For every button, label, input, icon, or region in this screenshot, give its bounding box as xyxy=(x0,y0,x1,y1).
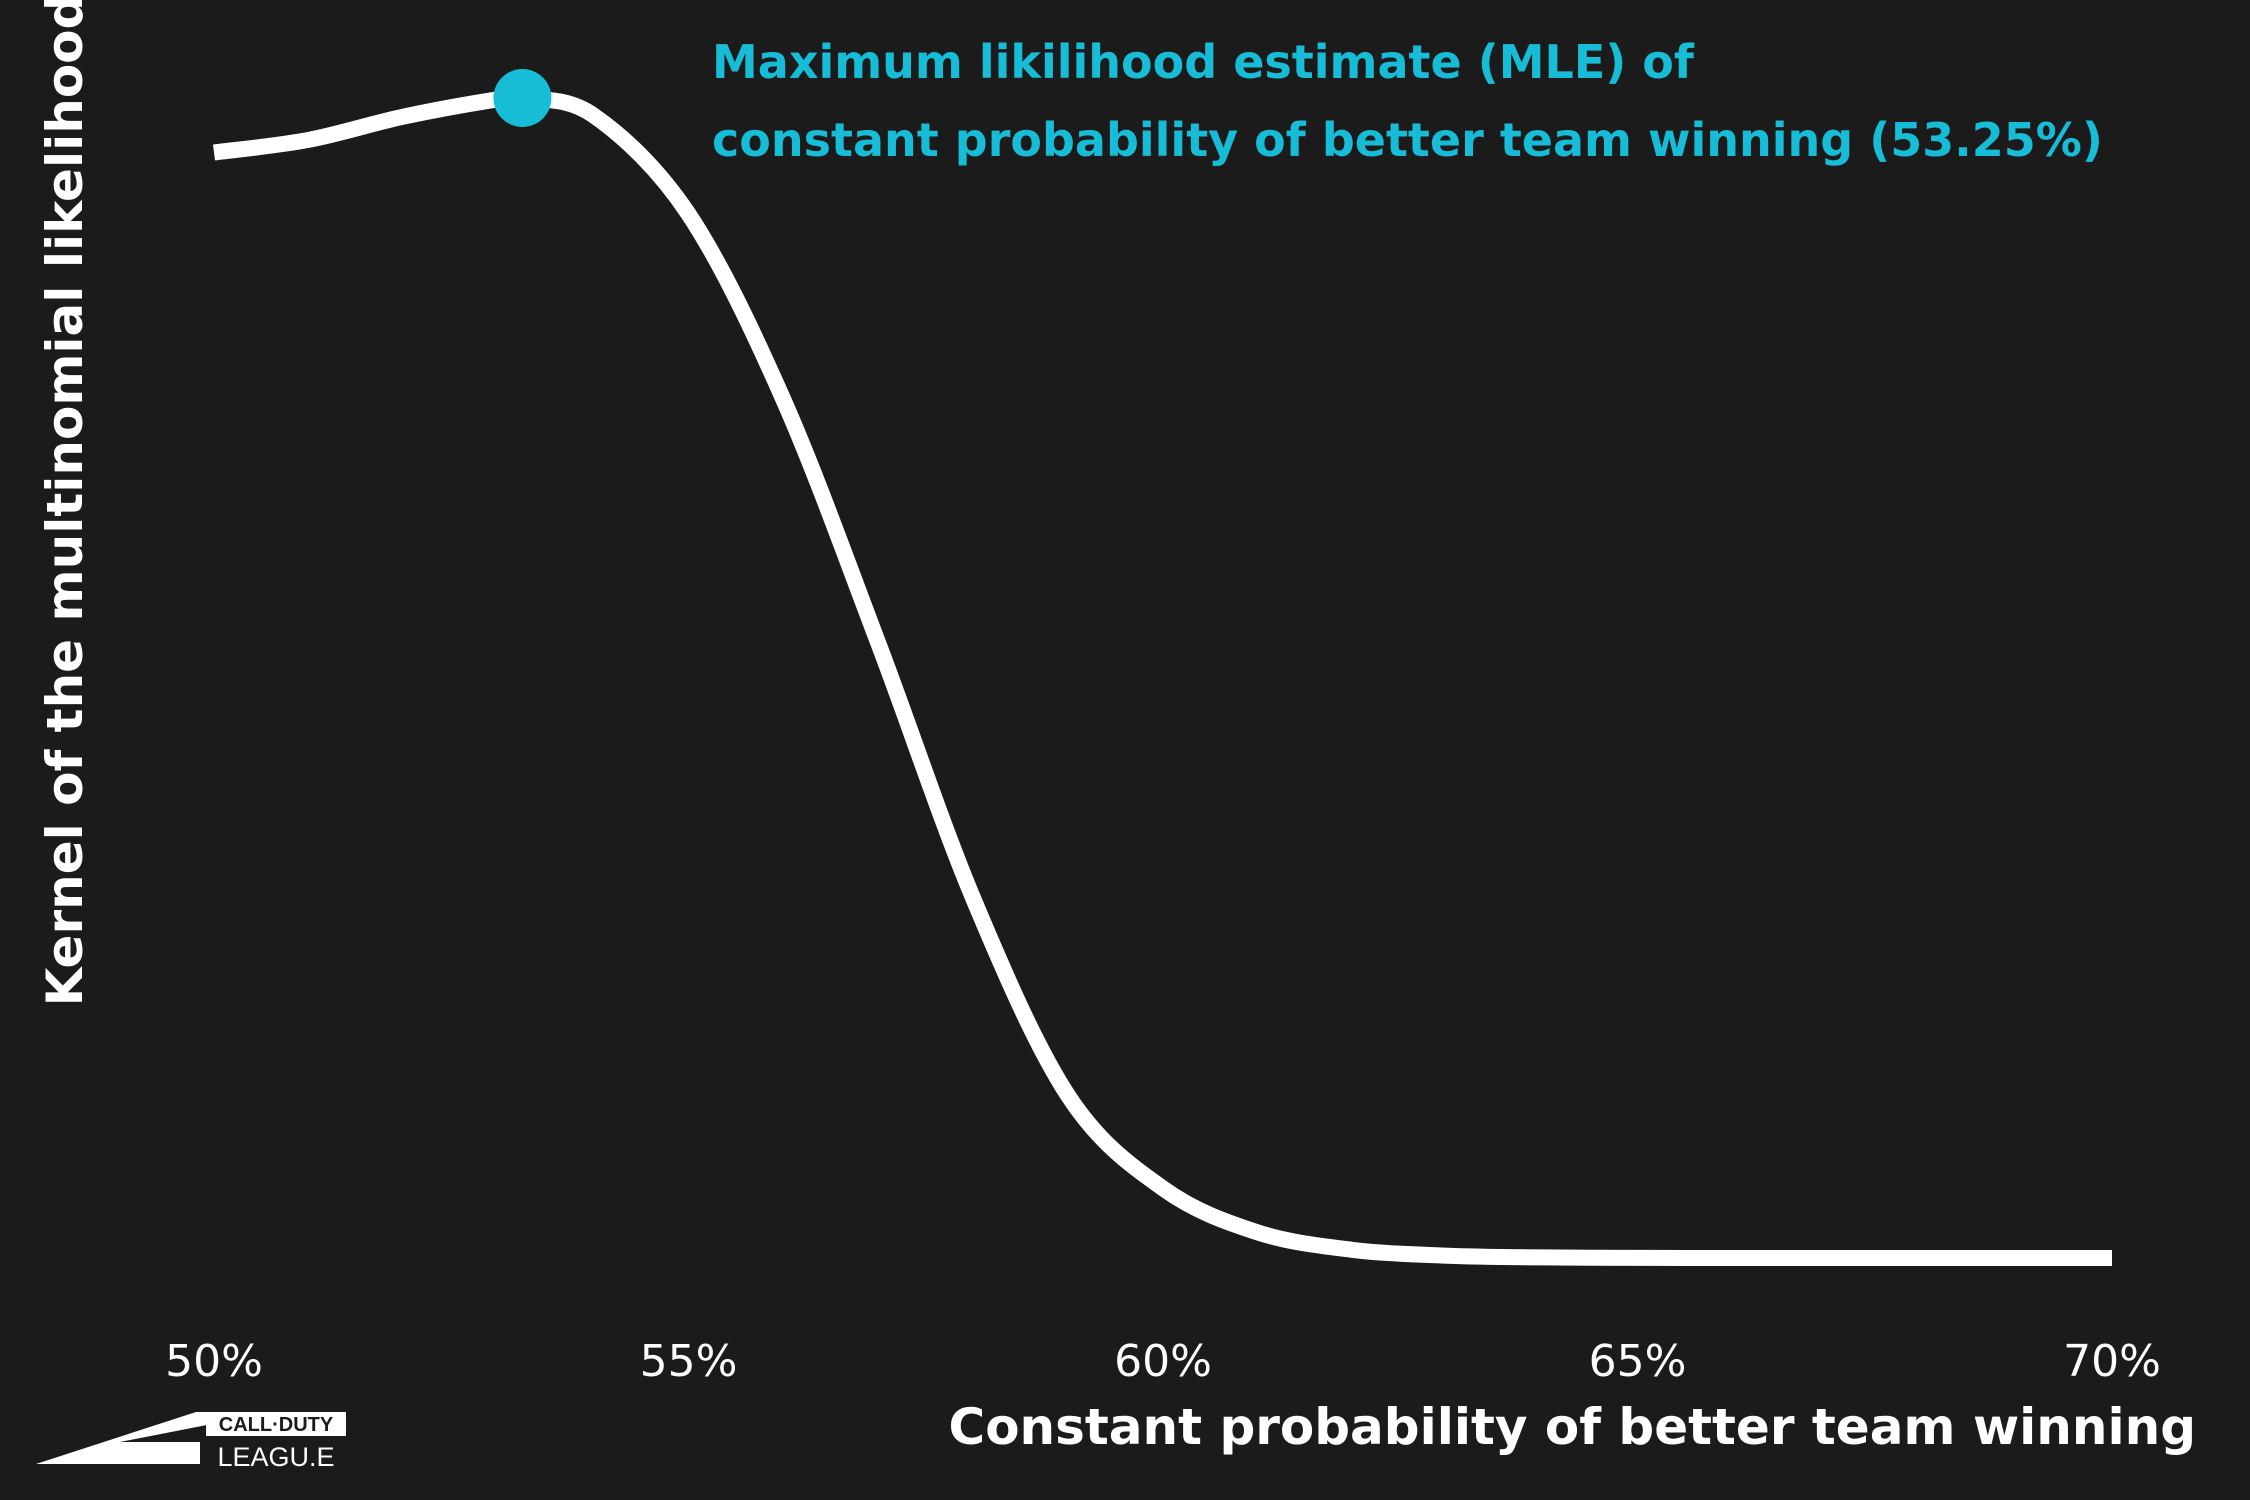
call-of-duty-league-logo: CALL·DUTY LEAGU.E xyxy=(36,1412,346,1472)
x-tick-label: 55% xyxy=(640,1336,738,1387)
y-axis-title: Kernel of the multinomial likelihood xyxy=(36,0,94,1006)
mle-point-marker xyxy=(493,69,552,127)
logo-top-text: CALL·DUTY xyxy=(219,1414,334,1436)
x-axis-ticks: 50% 55% 60% 65% 70% xyxy=(165,1336,2161,1387)
x-axis-title: Constant probability of better team winn… xyxy=(949,1398,2197,1456)
plot-area xyxy=(212,69,2112,1267)
x-tick-label: 70% xyxy=(2063,1336,2161,1387)
x-tick-label: 50% xyxy=(165,1336,263,1387)
x-tick-label: 65% xyxy=(1589,1336,1687,1387)
logo-wedge-mark xyxy=(36,1412,212,1464)
likelihood-curve xyxy=(212,88,2112,1267)
mle-annotation-line-2: constant probability of better team winn… xyxy=(712,113,2103,167)
logo-top-plate xyxy=(206,1412,346,1436)
x-tick-label: 60% xyxy=(1114,1336,1212,1387)
mle-annotation-line-1: Maximum likilihood estimate (MLE) of xyxy=(712,35,1695,89)
logo-bottom-text: LEAGU.E xyxy=(217,1442,334,1472)
